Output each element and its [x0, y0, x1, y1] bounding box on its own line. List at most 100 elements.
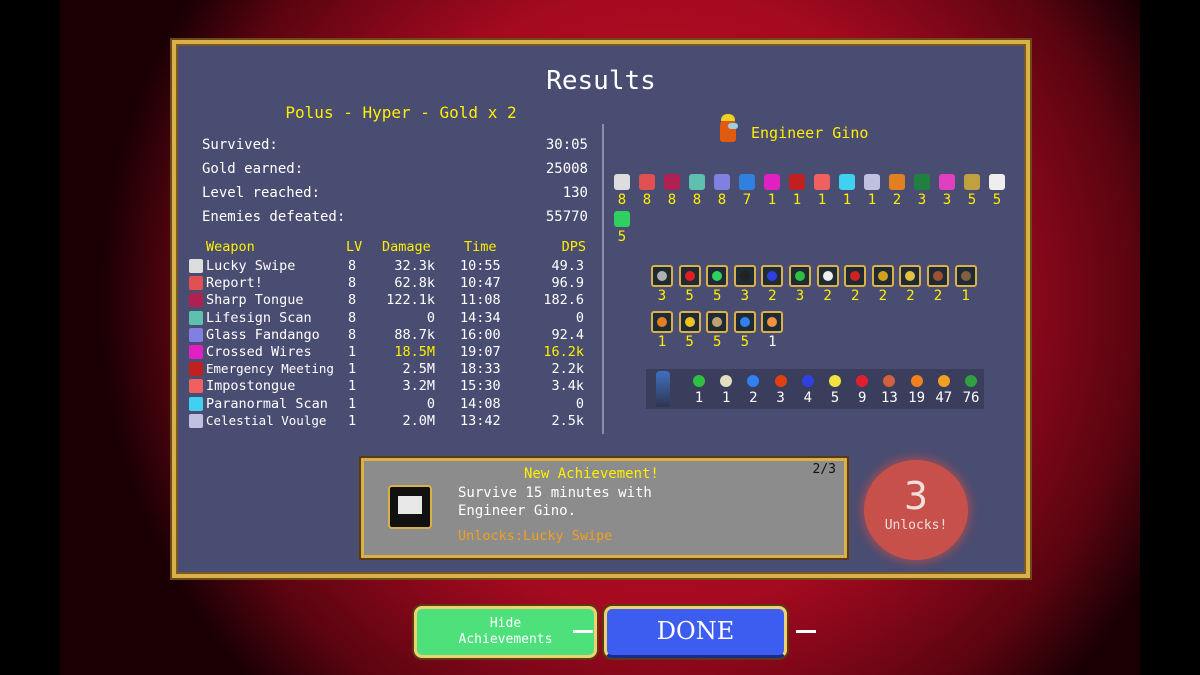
stat-row: Level reached: 130 — [202, 185, 588, 201]
weapon-time: 13:42 — [460, 412, 501, 429]
weapon-damage: 32.3k — [394, 258, 435, 274]
weapon-name: Report! — [206, 275, 263, 292]
weapon-dps: 2.2k — [551, 361, 584, 378]
weapon-damage: 2.0M — [402, 412, 435, 429]
weapon-name: Lifesign Scan — [206, 309, 312, 326]
passive-level: 5 — [685, 334, 694, 350]
equipped-level: 8 — [642, 192, 652, 208]
hide-achievements-label: Hide Achievements — [458, 616, 553, 647]
connector-line — [573, 630, 593, 633]
weapon-time: 16:00 — [460, 326, 501, 343]
money-bag-icon — [965, 375, 977, 387]
pickup-count: 5 — [830, 390, 840, 406]
weapon-row: Paranormal Scan 1 0 14:08 0 — [186, 396, 586, 413]
passive-level: 3 — [657, 288, 667, 304]
equipped-level: 7 — [742, 192, 752, 208]
coin-icon — [937, 375, 950, 387]
chest-icon — [829, 375, 841, 387]
passive-level: 3 — [795, 288, 805, 304]
treasure-icon — [883, 375, 896, 387]
equipped-level: 1 — [792, 192, 802, 208]
weapon-row: Celestial Voulge 1 2.0M 13:42 2.5k — [186, 413, 586, 430]
weapon-row: Emergency Meeting 1 2.5M 18:33 2.2k — [186, 361, 586, 378]
weapon-level: 8 — [348, 309, 357, 326]
pickup-count: 19 — [908, 390, 926, 406]
scanner-icon — [189, 310, 203, 325]
equipped-level: 1 — [767, 192, 777, 208]
stat-value: 30:05 — [545, 137, 588, 153]
achievement-unlocks: Unlocks:Lucky Swipe — [458, 528, 613, 544]
divider — [602, 124, 604, 434]
tongue-icon — [664, 174, 680, 190]
bag-icon — [856, 375, 869, 387]
weapon-row: Sharp Tongue 8 122.1k 11:08 182.6 — [186, 292, 586, 309]
clock-icon — [720, 375, 733, 387]
impostongue-icon — [814, 174, 830, 190]
stat-value: 55770 — [545, 209, 588, 225]
stat-value: 130 — [562, 185, 588, 201]
mask-icon — [706, 311, 729, 333]
passive-level: 2 — [823, 288, 832, 304]
weapon-dps: 49.3 — [551, 258, 584, 274]
passive-level: 5 — [740, 334, 750, 350]
stage-subtitle: Polus - Hyper - Gold x 2 — [285, 103, 517, 122]
clover-icon — [693, 375, 705, 387]
passive-level: 1 — [961, 288, 970, 304]
pickups-strip: 1 1 2 3 4 5 9 13 19 47 76 — [646, 369, 984, 409]
achievement-header: New Achievement! — [524, 466, 659, 482]
tongue-icon — [189, 293, 203, 308]
equipped-level: 5 — [992, 192, 1002, 208]
hide-achievements-button[interactable]: Hide Achievements — [414, 606, 597, 658]
equipped-level: 3 — [942, 192, 952, 208]
equipped-level: 5 — [967, 192, 977, 208]
page-title: Results — [546, 66, 656, 96]
weapon-name: Glass Fandango — [206, 326, 320, 343]
weapon-damage: 88.7k — [394, 326, 435, 343]
crewmate-icon — [716, 114, 740, 146]
character-name: Engineer Gino — [751, 124, 869, 142]
weapon-level: 1 — [348, 344, 357, 360]
weapon-damage: 122.1k — [386, 292, 435, 309]
impostongue-icon — [189, 379, 203, 394]
unlocks-count: 3 — [903, 474, 929, 518]
wings-icon — [989, 174, 1005, 190]
guitar-icon — [739, 174, 755, 190]
weapon-level: 1 — [348, 361, 357, 378]
stat-row: Enemies defeated: 55770 — [202, 209, 588, 225]
stat-row: Survived: 30:05 — [202, 137, 588, 153]
weapon-damage: 18.5M — [394, 344, 435, 360]
scanner-icon — [689, 174, 705, 190]
orb-icon — [761, 265, 784, 287]
weapon-damage: 0 — [426, 395, 435, 412]
passive-level: 5 — [685, 288, 694, 304]
weapon-name: Paranormal Scan — [206, 395, 328, 412]
weapon-row: Crossed Wires 1 18.5M 19:07 16.2k — [186, 344, 586, 361]
megaphone-icon — [189, 276, 203, 291]
weapon-dps: 92.4 — [551, 326, 584, 343]
weapon-time: 14:08 — [460, 395, 501, 412]
card-icon — [614, 174, 630, 190]
weapon-dps: 2.5k — [551, 412, 584, 429]
stat-label: Survived: — [202, 137, 278, 153]
equipped-level: 1 — [842, 192, 852, 208]
weapon-damage: 0 — [426, 309, 435, 326]
weapon-dps: 96.9 — [551, 275, 584, 292]
passive-level: 2 — [768, 288, 777, 304]
equipped-level: 2 — [892, 192, 902, 208]
stat-row: Gold earned: 25008 — [202, 161, 588, 177]
wires-icon — [189, 345, 203, 359]
button-icon — [189, 362, 203, 377]
header-damage: Damage — [382, 239, 431, 255]
stat-label: Enemies defeated: — [202, 209, 346, 225]
stat-label: Level reached: — [202, 185, 321, 201]
unlocks-badge: 3 Unlocks! — [864, 460, 968, 560]
selection-cursor — [796, 630, 816, 633]
button-icon — [789, 174, 805, 190]
equipped-level: 8 — [617, 192, 627, 208]
done-button[interactable]: DONE — [604, 606, 787, 658]
voulge-icon — [864, 174, 880, 190]
spellbinder-icon — [954, 265, 977, 287]
wings-icon — [816, 265, 839, 287]
weapon-time: 10:55 — [460, 258, 501, 274]
equipped-level: 8 — [667, 192, 677, 208]
